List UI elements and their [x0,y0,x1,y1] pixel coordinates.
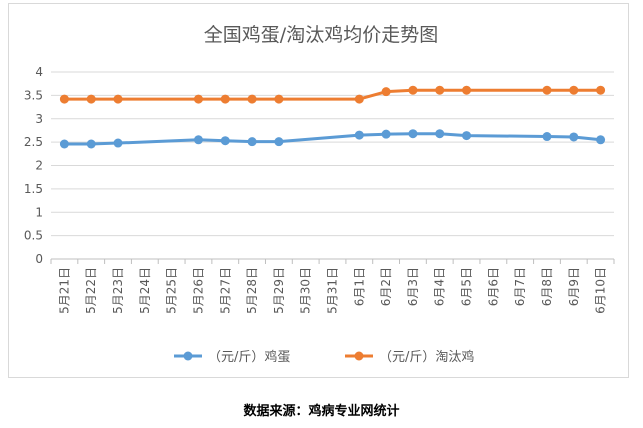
data-point [113,138,123,148]
data-point [193,94,203,104]
data-point [274,94,284,104]
data-point [86,94,96,104]
x-tick-label: 6月4日 [433,267,447,306]
x-tick-label: 5月28日 [245,267,259,314]
data-point [381,129,391,139]
x-tick-label: 5月23日 [111,267,125,314]
series-layer [59,85,606,149]
y-tick-label: 0 [35,252,43,266]
data-point [596,85,606,95]
x-tick-label: 5月30日 [299,267,313,314]
chart-frame: 全国鸡蛋/淘汰鸡均价走势图 0 0.5 1 1.5 2 2.5 3 3.5 4 5月21日 5月22… [8,3,629,378]
y-tick-label: 1.5 [24,182,43,196]
data-point [462,85,472,95]
x-tick-label: 6月3日 [406,267,420,306]
legend-label: （元/斤）淘汰鸡 [379,349,474,365]
y-tick-label: 4 [35,65,43,79]
grid-layer [51,71,614,237]
data-point [435,85,445,95]
data-point [569,85,579,95]
y-tick-label: 3 [35,112,43,126]
chart-title: 全国鸡蛋/淘汰鸡均价走势图 [204,24,438,46]
data-point [408,129,418,139]
data-point [462,131,472,141]
data-point [59,94,69,104]
x-tick-label: 6月10日 [594,267,608,314]
data-point [247,137,257,147]
x-tick-label: 6月9日 [567,267,581,306]
x-tick-label: 6月5日 [460,267,474,306]
x-tick-label: 6月6日 [486,267,500,306]
y-tick-label: 0.5 [24,229,43,243]
legend: （元/斤）鸡蛋 （元/斤）淘汰鸡 [174,349,474,365]
legend-label: （元/斤）鸡蛋 [208,349,290,365]
data-point [354,130,364,140]
data-point [220,94,230,104]
y-tick-label: 2 [35,159,43,173]
data-point [569,132,579,142]
data-point [193,135,203,145]
data-point [220,136,230,146]
data-point [59,139,69,149]
data-point [381,87,391,97]
data-point [113,94,123,104]
x-tick-label: 5月21日 [57,267,71,314]
axis-layer: 0 0.5 1 1.5 2 2.5 3 3.5 4 5月21日 5月22日 5月23日 5月24日 5月2… [24,65,615,314]
data-point [247,94,257,104]
data-point [354,94,364,104]
y-tick-label: 3.5 [24,88,43,102]
y-tick-label: 1 [35,205,43,219]
x-tick-label: 5月22日 [84,267,98,314]
x-tick-label: 5月27日 [218,267,232,314]
x-tick-label: 6月7日 [513,267,527,306]
x-tick-label: 5月31日 [326,267,340,314]
series-line [64,88,601,101]
source-note: 数据来源：鸡病专业网统计 [243,404,400,419]
x-tick-label: 6月2日 [379,267,393,306]
x-tick-label: 6月1日 [352,267,366,306]
x-tick-label: 5月26日 [191,267,205,314]
x-tick-label: 6月8日 [540,267,554,306]
data-point [542,132,552,142]
data-point [86,139,96,149]
data-point [542,85,552,95]
data-point [596,135,606,145]
x-tick-label: 5月25日 [165,267,179,314]
legend-marker [183,351,193,361]
line-chart: 全国鸡蛋/淘汰鸡均价走势图 0 0.5 1 1.5 2 2.5 3 3.5 4 5月21日 5月22… [24,24,615,365]
x-tick-label: 5月29日 [272,267,286,314]
x-tick-label: 5月24日 [138,267,152,314]
legend-marker [354,351,364,361]
data-point [274,137,284,147]
data-point [435,129,445,139]
y-tick-label: 2.5 [24,135,43,149]
data-point [408,85,418,95]
